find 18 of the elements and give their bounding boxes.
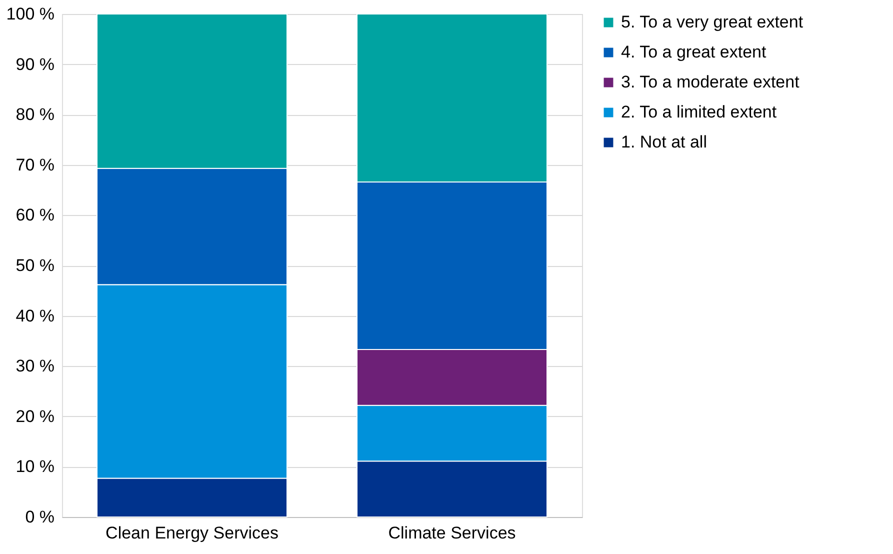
- y-tick-label: 10 %: [16, 457, 54, 476]
- y-tick-label: 100 %: [6, 4, 54, 24]
- legend-label: 1. Not at all: [621, 132, 707, 152]
- y-tick-label: 90 %: [16, 54, 54, 74]
- y-tick-label: 40 %: [16, 306, 54, 326]
- legend-label: 4. To a great extent: [621, 42, 767, 62]
- x-tick-label: Clean Energy Services: [106, 524, 278, 542]
- legend-label: 3. To a moderate extent: [621, 72, 800, 92]
- legend-label: 5. To a very great extent: [621, 12, 804, 32]
- y-tick-label: 30 %: [16, 356, 54, 376]
- y-tick-label: 60 %: [16, 206, 54, 225]
- y-tick-label: 50 %: [16, 256, 54, 275]
- y-tick-label: 20 %: [16, 406, 54, 426]
- legend-label: 2. To a limited extent: [621, 102, 777, 122]
- x-tick-label: Climate Services: [388, 524, 516, 542]
- y-tick-label: 80 %: [16, 105, 54, 124]
- y-tick-label: 70 %: [16, 155, 54, 174]
- y-tick-label: 0 %: [25, 508, 54, 526]
